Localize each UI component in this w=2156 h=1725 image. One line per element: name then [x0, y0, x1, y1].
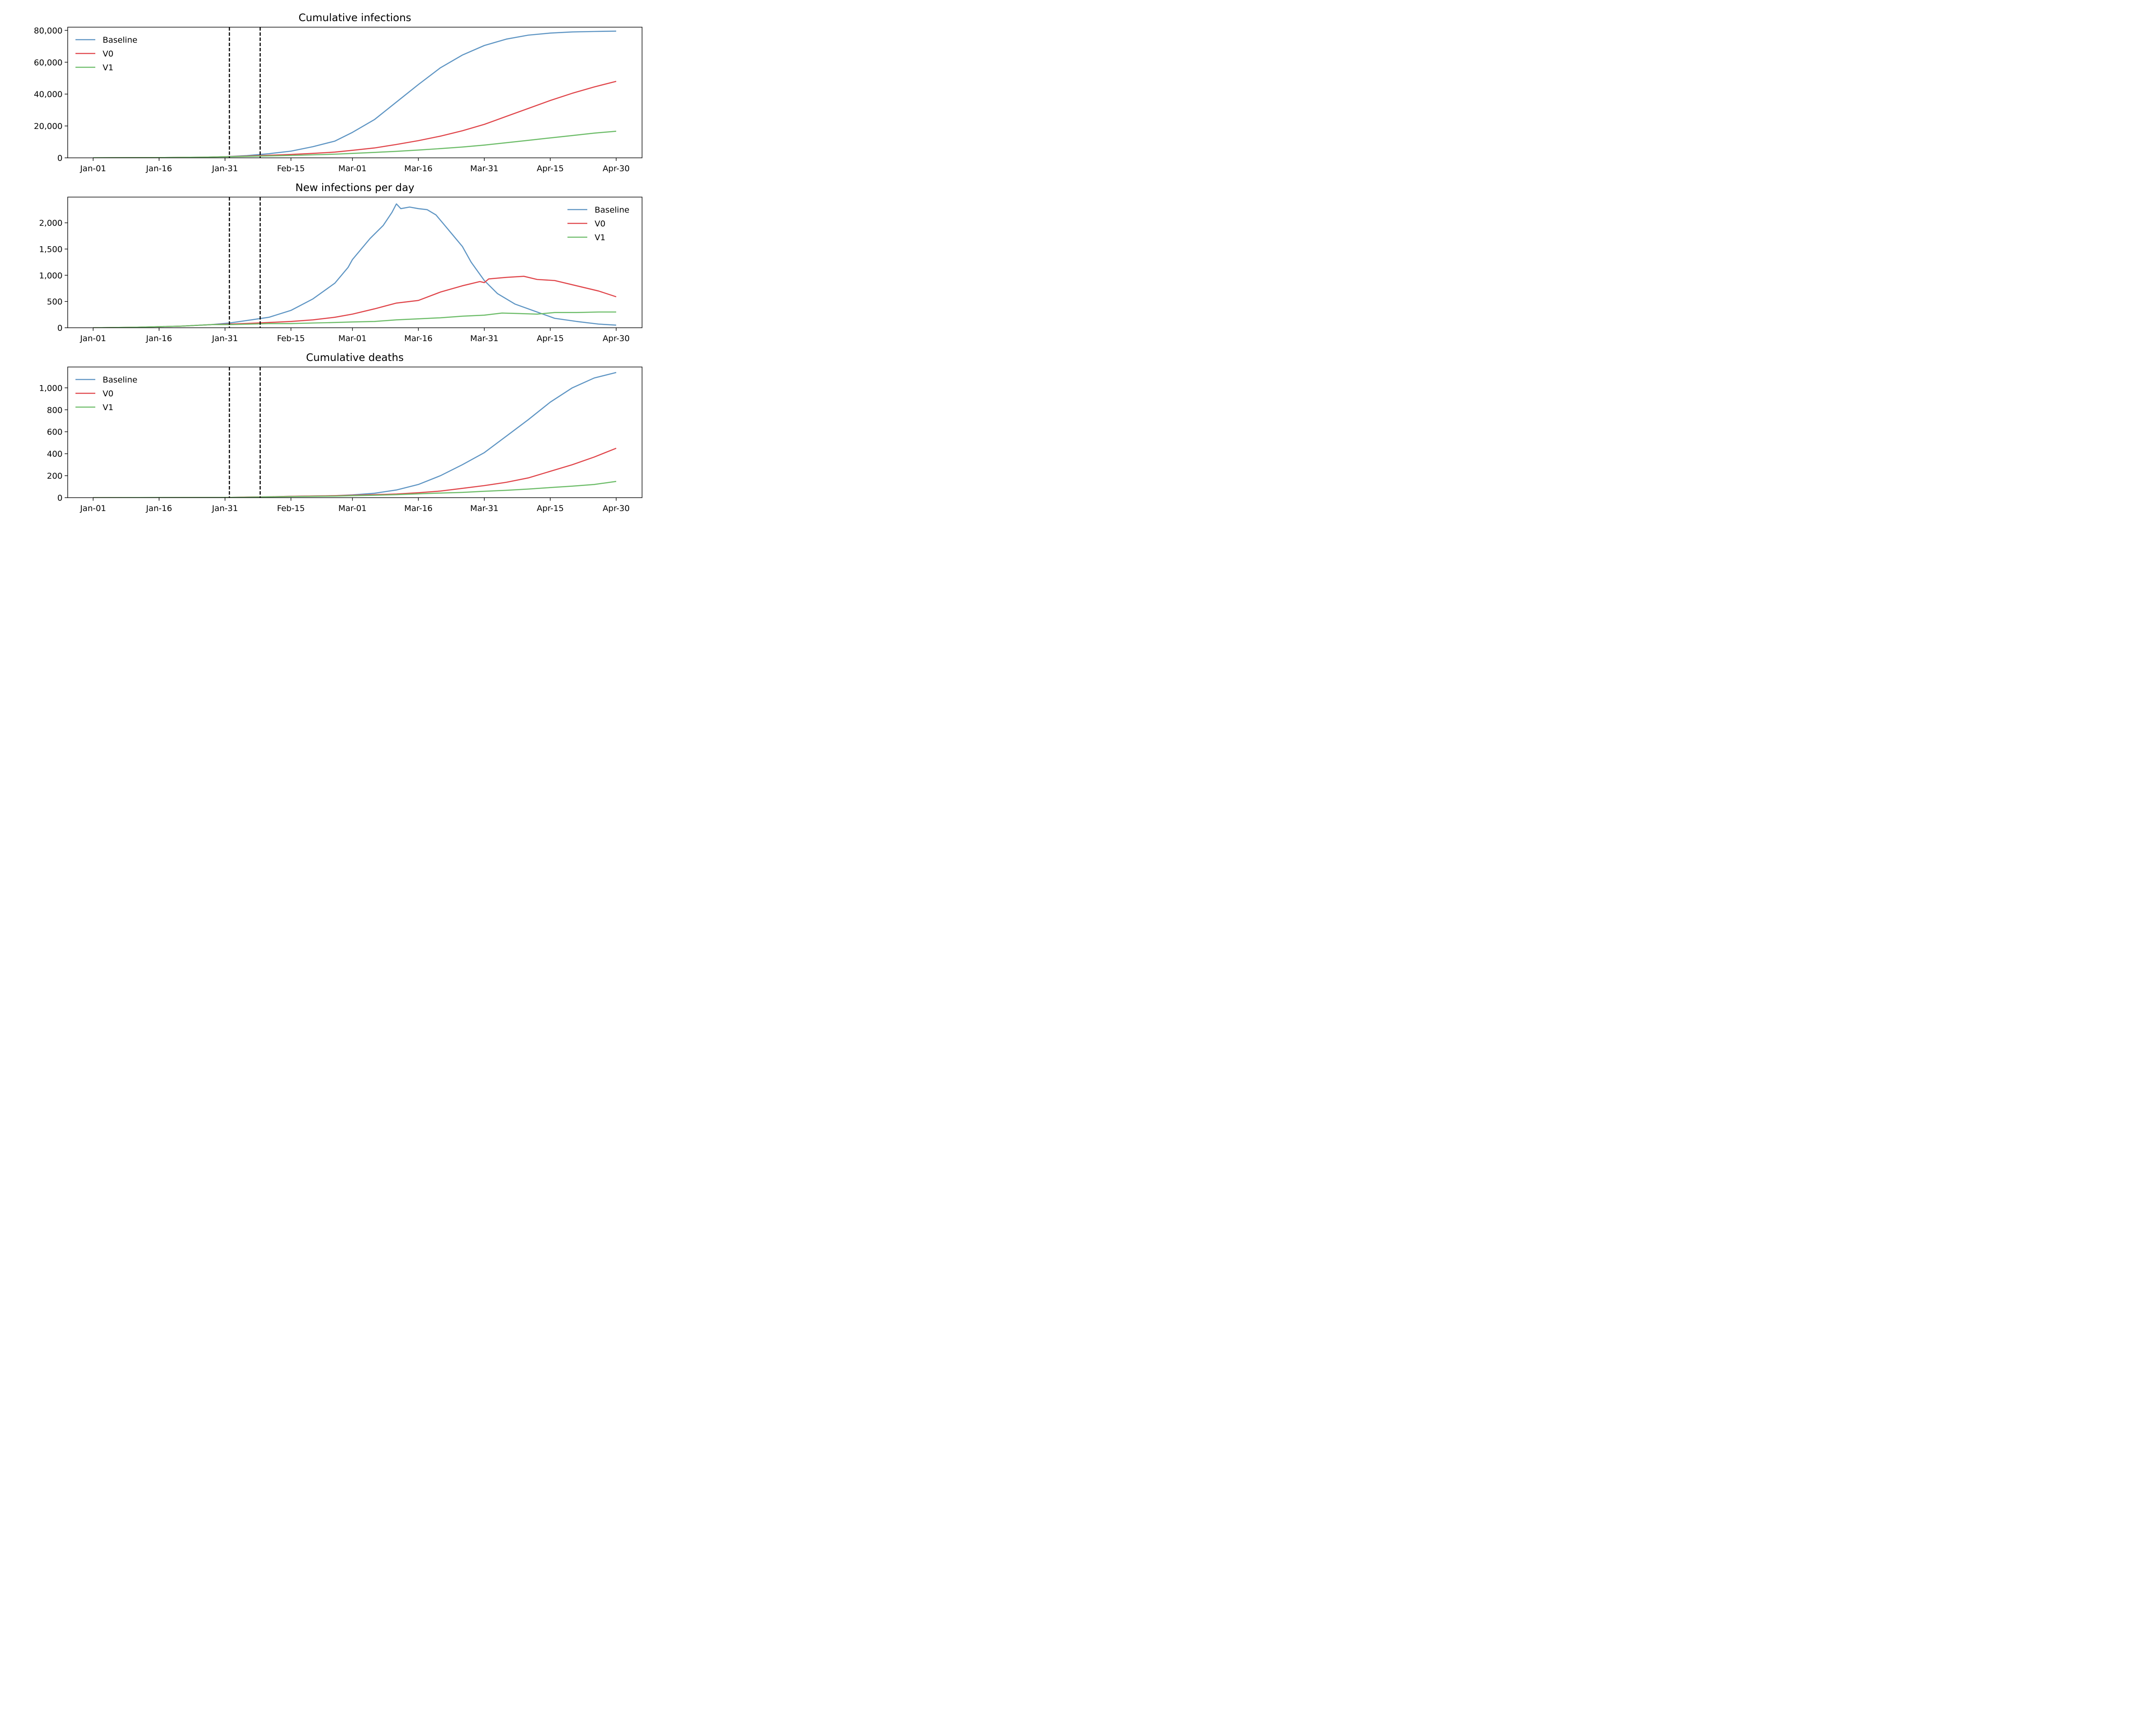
series-group [93, 30, 617, 158]
x-tick-label: Mar-16 [404, 164, 432, 173]
series-group [93, 372, 617, 498]
chart-title: Cumulative deaths [306, 351, 404, 364]
x-tick-label: Mar-01 [338, 504, 367, 513]
y-tick-label: 800 [47, 405, 63, 415]
legend-label-v1: V1 [595, 233, 605, 242]
x-tick-label: Jan-16 [146, 334, 172, 343]
series-line-baseline [93, 203, 617, 328]
y-tick-label: 2,000 [39, 219, 63, 228]
y-tick-label: 0 [57, 493, 63, 503]
x-tick-label: Mar-31 [470, 504, 498, 513]
chart-title: Cumulative infections [298, 12, 411, 24]
x-tick-label: Apr-15 [537, 334, 564, 343]
legend-label-baseline: Baseline [103, 35, 138, 45]
x-tick-label: Jan-31 [212, 504, 238, 513]
y-tick-label: 500 [47, 297, 63, 307]
series-line-v1 [93, 311, 616, 328]
x-tick-label: Jan-01 [80, 164, 106, 173]
x-tick-label: Jan-16 [146, 164, 172, 173]
y-tick-label: 0 [57, 323, 63, 333]
x-tick-label: Feb-15 [277, 164, 305, 173]
chart-panel: New infections per day Jan-01 Jan-16 Jan-31… [39, 182, 642, 343]
x-tick-label: Mar-31 [470, 164, 498, 173]
plot-frame [67, 197, 642, 328]
x-tick-label: Jan-01 [80, 504, 106, 513]
legend: Baseline V0 V1 [75, 35, 138, 72]
series-line-v0 [93, 448, 617, 498]
y-tick-label: 1,000 [39, 271, 63, 280]
x-tick-label: Apr-15 [537, 164, 564, 173]
x-tick-label: Apr-30 [603, 504, 630, 513]
x-tick-label: Apr-30 [603, 334, 630, 343]
x-tick-label: Mar-01 [338, 334, 367, 343]
legend-label-v1: V1 [103, 403, 113, 412]
legend-label-v1: V1 [103, 63, 113, 72]
plot-frame [67, 367, 642, 498]
chart-panel: Cumulative infections Jan-01 Jan-16 Jan-31 F… [34, 12, 642, 173]
x-tick-label: Apr-30 [603, 164, 630, 173]
y-tick-label: 1,000 [39, 383, 63, 393]
y-tick-label: 60,000 [34, 58, 63, 67]
x-tick-label: Feb-15 [277, 334, 305, 343]
x-tick-label: Mar-16 [404, 504, 432, 513]
plot-frame [67, 27, 642, 158]
x-tick-label: Mar-16 [404, 334, 432, 343]
series-line-v0 [93, 81, 617, 158]
x-tick-label: Jan-31 [212, 334, 238, 343]
series-line-baseline [93, 372, 617, 498]
chart-title: New infections per day [295, 182, 414, 194]
y-tick-label: 40,000 [34, 90, 63, 99]
series-line-v0 [93, 276, 617, 328]
x-tick-label: Mar-31 [470, 334, 498, 343]
y-tick-label: 20,000 [34, 122, 63, 131]
x-tick-label: Jan-31 [212, 164, 238, 173]
series-line-v1 [93, 481, 617, 498]
y-tick-label: 80,000 [34, 26, 63, 35]
figure: Cumulative infections Jan-01 Jan-16 Jan-31 F… [34, 12, 642, 513]
x-tick-label: Mar-01 [338, 164, 367, 173]
chart-panel: Cumulative deaths Jan-01 Jan-16 Jan-31 Feb-1… [39, 351, 642, 513]
legend-label-v0: V0 [103, 389, 113, 398]
x-tick-label: Apr-15 [537, 504, 564, 513]
y-tick-label: 400 [47, 449, 63, 459]
legend-label-v0: V0 [595, 219, 605, 229]
legend-label-baseline: Baseline [595, 205, 630, 215]
series-line-v1 [93, 131, 617, 158]
legend: Baseline V0 V1 [567, 205, 630, 242]
y-tick-label: 1,500 [39, 245, 63, 254]
x-tick-label: Jan-01 [80, 334, 106, 343]
series-group [93, 203, 617, 328]
x-tick-label: Jan-16 [146, 504, 172, 513]
legend: Baseline V0 V1 [75, 375, 138, 412]
y-tick-label: 0 [57, 154, 63, 163]
legend-label-baseline: Baseline [103, 375, 138, 385]
y-tick-label: 200 [47, 471, 63, 481]
x-tick-label: Feb-15 [277, 504, 305, 513]
y-tick-label: 600 [47, 427, 63, 437]
legend-label-v0: V0 [103, 49, 113, 59]
